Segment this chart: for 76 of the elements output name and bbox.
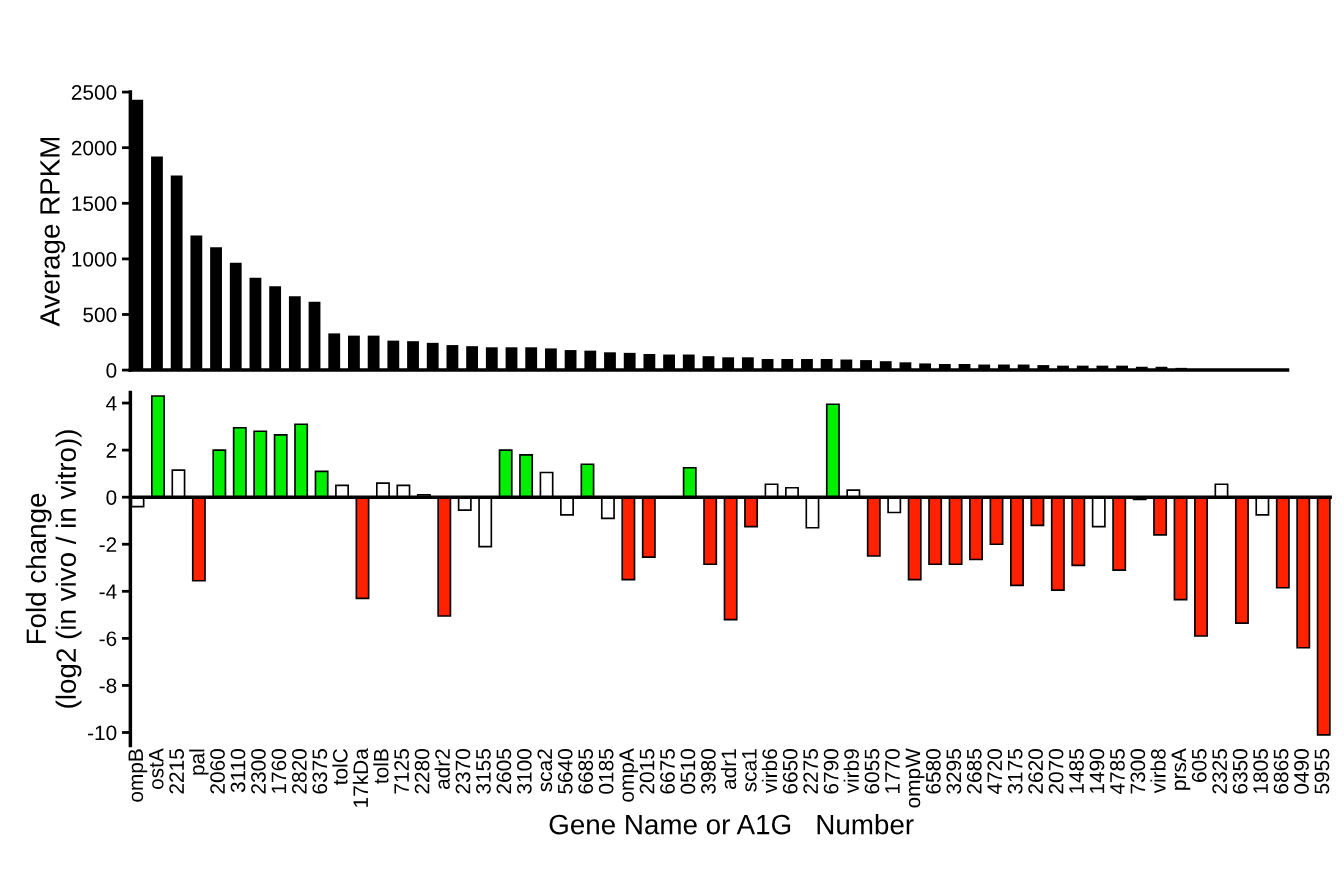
x-tick-label: 4720 bbox=[987, 749, 1003, 795]
x-tick-label: 3295 bbox=[946, 749, 962, 794]
x-tick-label: 2300 bbox=[251, 749, 266, 794]
x-tick-label: prsA bbox=[1171, 748, 1191, 790]
x-tick-label: 4785 bbox=[1110, 749, 1125, 795]
y-tick-label: -4 bbox=[99, 584, 117, 599]
x-tick-label: 2275 bbox=[803, 749, 819, 794]
x-tick-label: 2015 bbox=[639, 749, 655, 794]
y-tick-label: 1000 bbox=[72, 251, 117, 267]
y-tick-label: 0 bbox=[106, 363, 117, 378]
x-tick-label: 1805 bbox=[1253, 749, 1268, 793]
x-tick-label: 3175 bbox=[1007, 749, 1023, 794]
x-tick-label: 2070 bbox=[1048, 749, 1064, 794]
x-tick-label: 6375 bbox=[312, 749, 328, 794]
x-tick-label: 1490 bbox=[1089, 749, 1105, 793]
y-tick-label: -8 bbox=[99, 678, 117, 694]
x-tick-label: virb9 bbox=[843, 749, 859, 794]
x-tick-label: 7125 bbox=[394, 749, 409, 794]
x-tick-label: ompB bbox=[128, 749, 148, 802]
x-tick-label: 2325 bbox=[1212, 749, 1228, 794]
x-tick-label: 3110 bbox=[230, 749, 246, 793]
x-tick-label: adr2 bbox=[434, 749, 450, 790]
y-tick-label: 1500 bbox=[72, 196, 117, 212]
y-tick-label: -6 bbox=[99, 631, 117, 647]
x-tick-label: 6790 bbox=[823, 749, 839, 794]
x-tick-label: adr1 bbox=[720, 749, 737, 790]
x-tick-label: 2685 bbox=[966, 749, 982, 794]
x-tick-label: 7300 bbox=[1130, 749, 1146, 794]
x-tick-label: 2820 bbox=[291, 749, 307, 794]
x-tick-label: sca2 bbox=[537, 749, 553, 792]
x-tick-label: 2280 bbox=[414, 749, 430, 794]
x-tick-label: ompW bbox=[905, 748, 925, 808]
x-tick-label: 3155 bbox=[476, 749, 491, 794]
x-tick-label: 1770 bbox=[885, 749, 900, 793]
x-tick-label: 6055 bbox=[864, 749, 880, 794]
x-tick-label: 6350 bbox=[1232, 749, 1248, 794]
x-tick-label: 2370 bbox=[455, 749, 471, 794]
y-tick-label: 4 bbox=[106, 396, 117, 411]
x-tick-label: 3980 bbox=[701, 749, 716, 794]
x-tick-label: 2060 bbox=[210, 749, 225, 794]
x-tick-label: pal bbox=[189, 749, 209, 775]
x-tick-label: 1760 bbox=[271, 749, 287, 793]
x-tick-label: 3100 bbox=[516, 749, 532, 794]
x-tick-label: 0510 bbox=[680, 749, 696, 794]
x-tick-label: 2605 bbox=[496, 749, 512, 794]
x-tick-label: 5640 bbox=[557, 749, 573, 794]
x-tick-label: sca1 bbox=[742, 749, 757, 792]
x-tick-label: 0185 bbox=[598, 749, 614, 794]
x-tick-label: 6580 bbox=[925, 749, 941, 794]
x-tick-label: virb6 bbox=[761, 749, 778, 794]
x-axis-title: Gene Name or A1G Number bbox=[549, 814, 914, 835]
x-tick-label: 17kDa bbox=[352, 748, 369, 807]
x-tick-label: 6685 bbox=[578, 749, 594, 794]
x-tick-label: tolB bbox=[373, 749, 389, 784]
y-tick-label: -2 bbox=[99, 537, 117, 552]
x-tick-label: 6675 bbox=[660, 749, 675, 794]
y-axis-title: Fold change (log2 (in vivo / in vitro)) bbox=[25, 430, 82, 708]
x-tick-label: 2215 bbox=[169, 749, 185, 794]
y-tick-label: 500 bbox=[83, 307, 117, 323]
x-tick-label: ostA bbox=[149, 748, 164, 790]
y-axis-title: Average RPKM bbox=[40, 137, 66, 327]
x-tick-label: ompA bbox=[619, 748, 639, 802]
x-tick-label: 605 bbox=[1191, 749, 1207, 782]
x-tick-label: 5955 bbox=[1314, 749, 1330, 794]
x-tick-label: 6650 bbox=[782, 749, 798, 794]
y-tick-label: 2 bbox=[106, 443, 117, 458]
x-tick-label: virb8 bbox=[1150, 749, 1166, 794]
x-tick-label: 6865 bbox=[1273, 749, 1289, 794]
x-tick-label: 0490 bbox=[1294, 749, 1309, 794]
y-tick-label: 0 bbox=[106, 490, 117, 505]
x-tick-label: 2620 bbox=[1028, 749, 1043, 794]
x-tick-label: tolC bbox=[332, 749, 348, 785]
y-tick-label: 2000 bbox=[71, 140, 117, 156]
y-tick-label: -10 bbox=[87, 725, 117, 741]
x-tick-label: 1485 bbox=[1069, 749, 1084, 793]
y-tick-label: 2500 bbox=[71, 85, 117, 100]
